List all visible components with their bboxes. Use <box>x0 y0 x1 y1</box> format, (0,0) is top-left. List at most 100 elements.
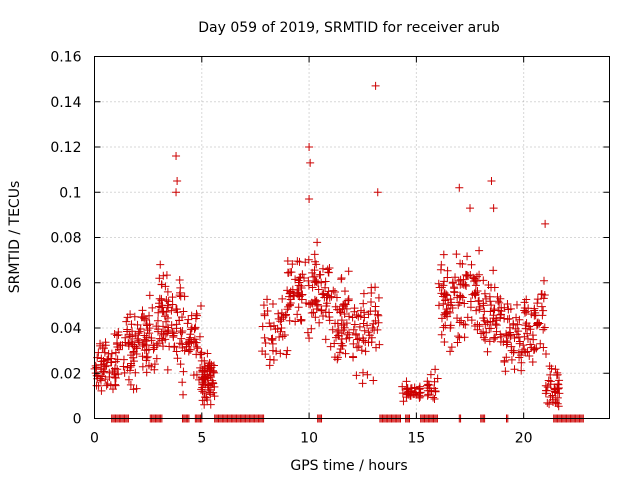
data-point <box>494 306 503 315</box>
y-tick-label: 0.08 <box>50 231 81 247</box>
data-point <box>143 326 152 335</box>
data-point <box>154 325 163 334</box>
data-point <box>306 158 315 167</box>
data-point <box>507 346 516 355</box>
data-point <box>437 260 446 269</box>
data-point <box>485 337 494 346</box>
data-point <box>546 393 555 402</box>
data-point <box>446 295 455 304</box>
data-point <box>503 315 512 324</box>
data-point <box>467 260 476 269</box>
data-point <box>330 288 339 297</box>
data-point <box>321 283 330 292</box>
data-point <box>114 330 123 339</box>
data-point <box>152 340 161 349</box>
data-point <box>473 320 482 329</box>
data-point <box>286 288 295 297</box>
data-point <box>342 334 351 343</box>
data-point <box>114 345 123 354</box>
data-point <box>204 361 213 370</box>
data-point <box>311 313 320 322</box>
data-point <box>439 250 448 259</box>
y-tick-label: 0.16 <box>50 50 81 66</box>
data-point <box>334 331 343 340</box>
data-point <box>448 304 457 313</box>
data-point <box>155 302 164 311</box>
data-point <box>515 339 524 348</box>
data-point <box>281 311 290 320</box>
data-point <box>168 300 177 309</box>
data-point <box>122 317 131 326</box>
data-point <box>461 270 470 279</box>
data-point <box>172 152 181 161</box>
data-point <box>205 388 214 397</box>
data-point <box>145 311 154 320</box>
data-point <box>293 257 302 266</box>
data-point <box>459 275 468 284</box>
data-point <box>533 295 542 304</box>
data-point <box>131 368 140 377</box>
data-point <box>324 287 333 296</box>
data-point <box>327 292 336 301</box>
data-point <box>113 365 122 374</box>
data-point <box>539 343 548 352</box>
data-point <box>127 359 136 368</box>
data-point <box>163 301 172 310</box>
data-point <box>286 268 295 277</box>
data-point <box>268 339 277 348</box>
data-point <box>280 330 289 339</box>
data-point <box>363 321 372 330</box>
data-point <box>539 325 548 334</box>
data-point <box>344 267 353 276</box>
data-point <box>358 379 367 388</box>
data-point <box>197 348 206 357</box>
data-point <box>304 255 313 264</box>
data-point <box>179 367 188 376</box>
data-point <box>133 334 142 343</box>
data-point <box>318 264 327 273</box>
data-point <box>153 316 162 325</box>
data-point <box>293 310 302 319</box>
data-point <box>282 350 291 359</box>
data-point <box>450 288 459 297</box>
data-point <box>410 383 419 392</box>
data-point <box>200 400 209 409</box>
data-point <box>273 324 282 333</box>
data-point <box>266 355 275 364</box>
data-point <box>209 368 218 377</box>
data-point <box>522 307 531 316</box>
data-point <box>489 266 498 275</box>
data-point <box>162 329 171 338</box>
data-point <box>521 348 530 357</box>
data-point <box>138 362 147 371</box>
data-point <box>172 347 181 356</box>
data-point <box>470 274 479 283</box>
data-point <box>198 387 207 396</box>
data-point <box>142 368 151 377</box>
data-point <box>200 373 209 382</box>
data-point <box>330 339 339 348</box>
data-point <box>349 352 358 361</box>
data-point <box>135 338 144 347</box>
data-point <box>507 355 516 364</box>
data-point <box>366 297 375 306</box>
data-point <box>399 397 408 406</box>
data-point <box>133 320 142 329</box>
data-point <box>372 343 381 352</box>
data-point <box>288 260 297 269</box>
y-tick-label: 0.12 <box>50 140 81 156</box>
data-point <box>325 264 334 273</box>
x-tick-label: 20 <box>515 431 533 447</box>
data-points <box>90 81 588 423</box>
data-point <box>312 296 321 305</box>
data-point <box>456 292 465 301</box>
data-point <box>111 380 120 389</box>
data-point <box>142 333 151 342</box>
data-point <box>453 314 462 323</box>
data-point <box>333 319 342 328</box>
data-point <box>374 293 383 302</box>
data-point <box>268 336 277 345</box>
data-point <box>196 302 205 311</box>
data-point <box>487 283 496 292</box>
data-point <box>441 295 450 304</box>
